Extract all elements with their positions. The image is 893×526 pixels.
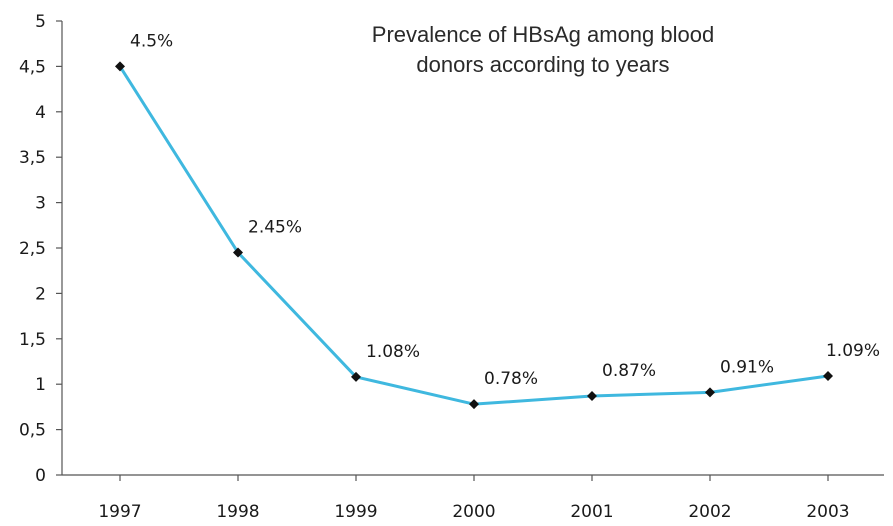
data-label: 2.45% <box>248 218 302 238</box>
x-tick-label: 2002 <box>688 502 731 522</box>
y-tick-label: 0,5 <box>19 421 46 441</box>
series-line <box>118 65 829 406</box>
data-point <box>823 371 833 382</box>
x-tick-label: 2001 <box>570 502 613 522</box>
y-tick-label: 0 <box>35 466 46 486</box>
data-label: 1.09% <box>826 341 880 361</box>
y-tick-label: 2,5 <box>19 239 46 259</box>
data-point <box>587 391 597 402</box>
y-tick-label: 3,5 <box>19 148 46 168</box>
data-point <box>351 371 361 382</box>
y-tick-label: 1 <box>35 375 46 395</box>
x-tick-label: 1998 <box>216 502 259 522</box>
y-tick-label: 2 <box>35 284 46 304</box>
data-point <box>469 399 479 410</box>
y-tick-label: 4 <box>35 103 46 123</box>
y-tick-label: 5 <box>35 12 46 32</box>
x-tick-label: 2000 <box>452 502 495 522</box>
x-axis-ticks: 1997 1998 1999 2000 2001 2002 2003 <box>98 475 850 522</box>
y-tick-label: 1,5 <box>19 330 46 350</box>
y-tick-label: 4,5 <box>19 57 46 77</box>
data-point <box>233 247 243 258</box>
data-point <box>115 61 125 72</box>
x-tick-label: 1997 <box>98 502 141 522</box>
data-label: 4.5% <box>130 31 173 51</box>
data-markers <box>115 61 833 410</box>
data-label: 0.91% <box>720 357 774 377</box>
y-axis-ticks: 0 0,5 1 1,5 2 2,5 3 3,5 4 4,5 5 <box>19 12 62 486</box>
data-label: 0.78% <box>484 369 538 389</box>
data-point <box>705 387 715 398</box>
x-tick-label: 1999 <box>334 502 377 522</box>
y-tick-label: 3 <box>35 194 46 214</box>
x-tick-label: 2003 <box>806 502 849 522</box>
chart-title-line-1: Prevalence of HBsAg among blood <box>372 22 714 47</box>
chart-title-line-2: donors according to years <box>416 52 669 77</box>
data-labels: 4.5% 2.45% 1.08% 0.78% 0.87% 0.91% 1.09% <box>130 31 880 389</box>
data-label: 1.08% <box>366 342 420 362</box>
data-label: 0.87% <box>602 361 656 381</box>
